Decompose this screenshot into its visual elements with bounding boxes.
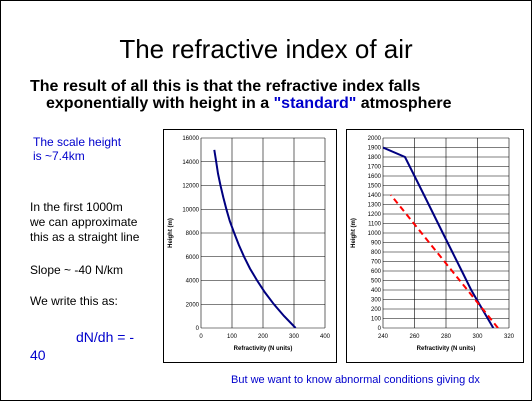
y-tick-label: 1700: [368, 165, 382, 171]
y-tick-label: 16000: [182, 136, 199, 142]
refractivity-profile-chart: 0 100 200 300 400 0 2000 4000 6000 8000 10000 12000…: [163, 129, 337, 363]
subtitle-line-1: The result of all this is that the refra…: [30, 78, 421, 95]
x-tick-label: 400: [320, 334, 331, 340]
y-tick-label: 1600: [368, 174, 382, 180]
refractivity-curve: [213, 149, 297, 328]
refractivity-linear-svg: 240 260 280 300 320 0 100 200 300 400 500 600 700 800…: [346, 129, 524, 363]
approx-line-3: this as a straight line: [30, 230, 140, 244]
y-tick-label: 0: [196, 326, 200, 332]
x-tick-label: 320: [504, 334, 515, 340]
y-tick-label: 8000: [186, 231, 200, 237]
x-tick-label: 300: [289, 334, 300, 340]
slope-note: Slope ~ -40 N/km: [30, 263, 124, 277]
y-tick-label: 14000: [182, 160, 199, 166]
approx-line-2: we can approximate: [30, 215, 138, 229]
refractivity-curve: [383, 146, 495, 328]
x-axis-label: Refractivity (N units): [417, 346, 476, 352]
y-tick-label: 2000: [186, 302, 200, 308]
scale-line-2: is ~7.4km: [33, 149, 85, 163]
y-tick-label: 400: [371, 288, 382, 294]
subtitle-tail: atmosphere: [356, 95, 452, 112]
dashed-trend-line: [390, 194, 499, 328]
refractivity-linear-chart: 240 260 280 300 320 0 100 200 300 400 500 600 700 800…: [346, 129, 524, 363]
x-tick-label: 280: [441, 334, 452, 340]
x-tick-label: 260: [409, 334, 420, 340]
y-axis-label: Height (m): [351, 218, 357, 248]
slide-subtitle: The result of all this is that the refra…: [30, 78, 451, 112]
footer-note: But we want to know abnormal conditions …: [231, 374, 480, 386]
y-tick-label: 700: [371, 260, 382, 266]
y-tick-label: 900: [371, 241, 382, 247]
y-tick-label: 1800: [368, 155, 382, 161]
x-tick-label: 300: [472, 334, 483, 340]
equation-line-2: 40: [30, 347, 46, 363]
y-tick-label: 600: [371, 269, 382, 275]
y-tick-label: 1300: [368, 203, 382, 209]
approx-line-1: In the first 1000m: [30, 200, 123, 214]
x-axis-label: Refractivity (N units): [234, 346, 293, 352]
approximation-note: In the first 1000m we can approximate th…: [30, 200, 139, 245]
equation: dN/dh = - 40: [30, 328, 160, 364]
scale-line-1: The scale height: [33, 135, 122, 149]
x-tick-label: 240: [378, 334, 389, 340]
x-tick-label: 100: [227, 334, 238, 340]
y-tick-label: 1000: [368, 231, 382, 237]
y-tick-label: 1900: [368, 146, 382, 152]
chart-frame: [346, 129, 524, 363]
y-tick-label: 12000: [182, 184, 199, 190]
y-axis-label: Height (m): [168, 218, 174, 248]
y-tick-label: 800: [371, 250, 382, 256]
y-tick-label: 500: [371, 279, 382, 285]
subtitle-text: exponentially with height in a: [46, 95, 274, 112]
y-tick-label: 1400: [368, 193, 382, 199]
x-tick-label: 200: [258, 334, 269, 340]
y-tick-label: 10000: [182, 207, 199, 213]
y-tick-label: 1200: [368, 212, 382, 218]
y-tick-label: 200: [371, 307, 382, 313]
subtitle-highlight: "standard": [273, 95, 357, 112]
y-tick-label: 2000: [368, 136, 382, 142]
y-tick-label: 4000: [186, 279, 200, 285]
x-tick-label: 0: [199, 334, 203, 340]
chart-frame: [163, 129, 337, 363]
write-note: We write this as:: [30, 294, 118, 308]
equation-line-1: dN/dh = -: [76, 329, 134, 345]
y-tick-label: 6000: [186, 255, 200, 261]
scale-height-note: The scale height is ~7.4km: [33, 135, 153, 163]
y-tick-label: 0: [378, 326, 382, 332]
slide-title: The refractive index of air: [119, 34, 413, 64]
y-tick-label: 100: [371, 317, 382, 323]
y-tick-label: 1100: [368, 222, 382, 228]
refractivity-profile-svg: 0 100 200 300 400020004000600080001000012000…: [163, 129, 337, 363]
y-tick-label: 300: [371, 298, 382, 304]
subtitle-line-2: exponentially with height in a "standard…: [30, 95, 451, 112]
y-tick-label: 1500: [368, 184, 382, 190]
